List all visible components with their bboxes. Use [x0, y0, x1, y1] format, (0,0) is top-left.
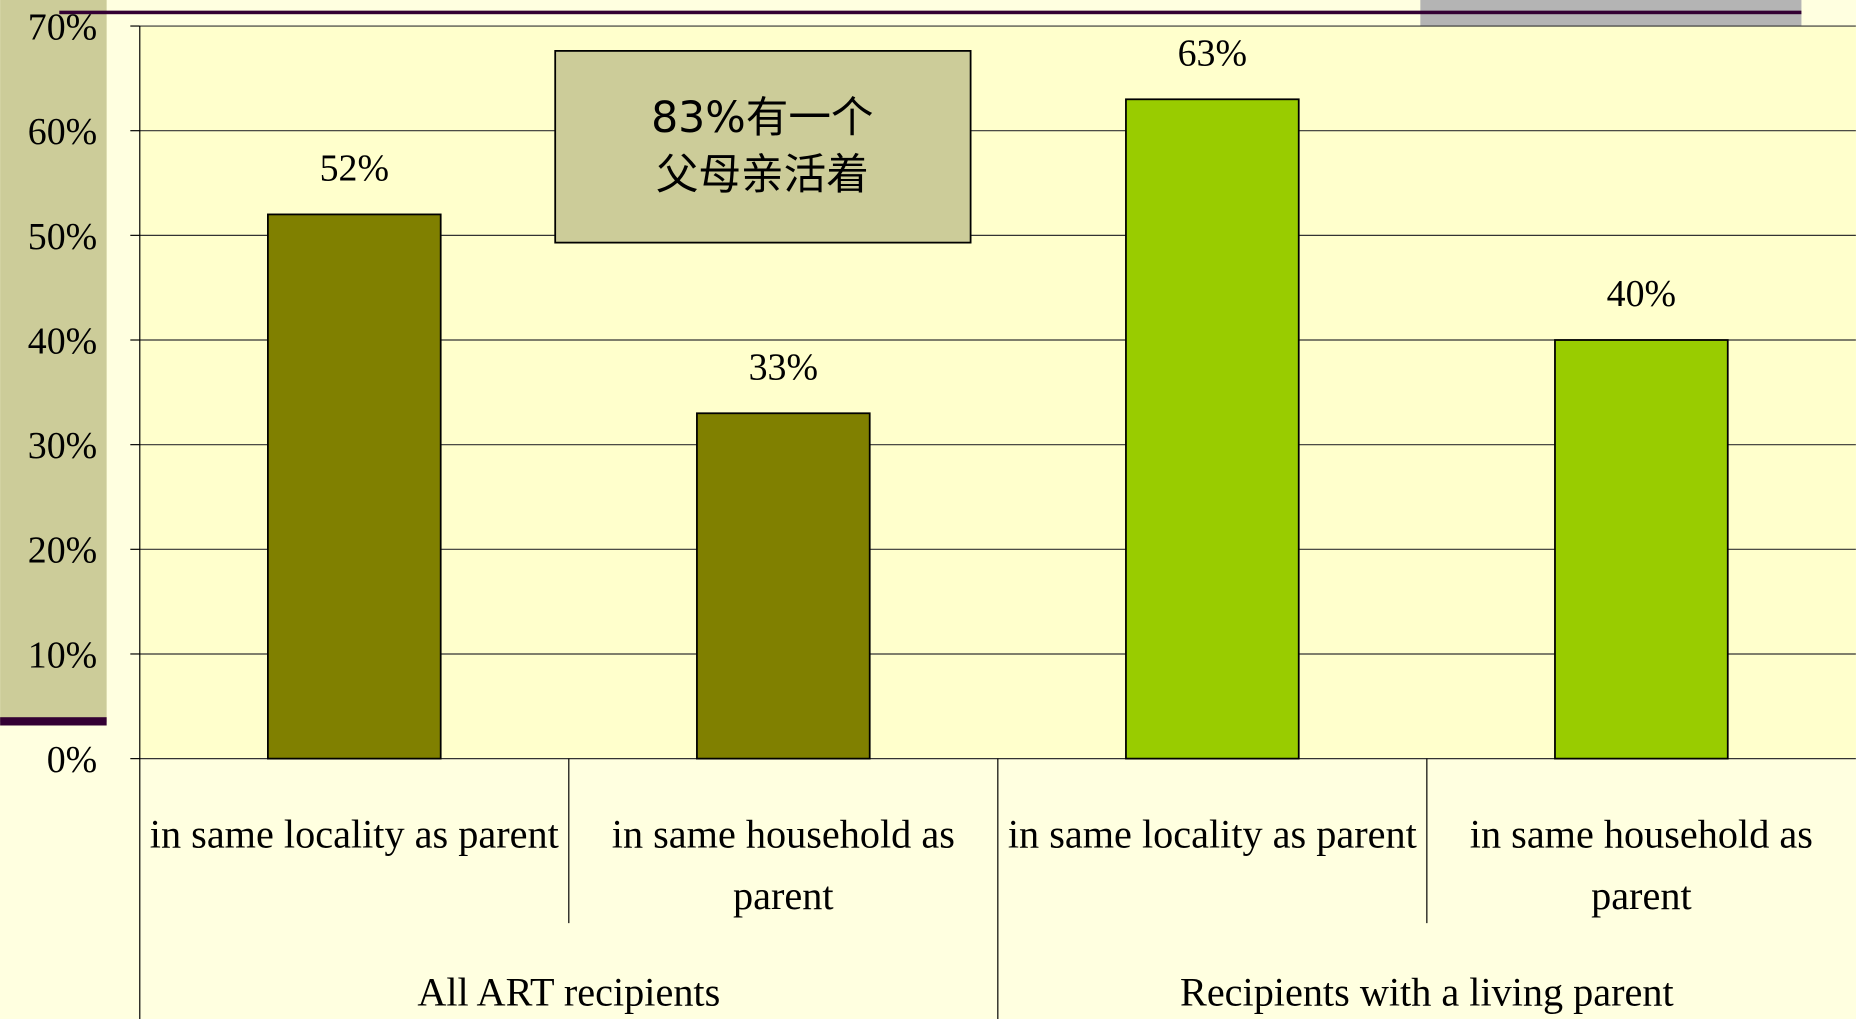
y-tick-label: 50%	[28, 216, 97, 258]
data-label: 63%	[1178, 32, 1247, 74]
side-bar	[0, 717, 107, 726]
y-tick-label: 20%	[28, 530, 97, 572]
x-tick-label-box: in same household as parent	[1469, 813, 1813, 919]
data-label: 40%	[1607, 273, 1676, 315]
y-tick-label: 60%	[28, 111, 97, 153]
bar	[696, 412, 871, 760]
bar	[1125, 98, 1300, 760]
annotation-text: 83%有一个	[651, 93, 873, 143]
x-tick-label: in same locality as parent	[149, 813, 559, 857]
bar	[1554, 339, 1729, 760]
x-tick-label: in same locality as parent	[1007, 813, 1417, 857]
side-strip	[0, 0, 107, 722]
data-label: 33%	[749, 346, 818, 388]
y-tick-label: 70%	[28, 6, 97, 48]
y-tick-label: 0%	[47, 739, 97, 781]
x-tick-label: in same household as parent	[611, 813, 955, 919]
top-line	[59, 10, 1802, 15]
y-tick-label: 30%	[28, 425, 97, 467]
group-label: All ART recipients	[417, 970, 720, 1015]
x-tick-label-box: in same locality as parent	[149, 813, 559, 857]
x-tick-label-box: in same household as parent	[611, 813, 955, 919]
y-tick-label: 40%	[28, 320, 97, 362]
group-label: Recipients with a living parent	[1180, 970, 1674, 1015]
annotation-text: 父母亲活着	[656, 150, 869, 200]
y-tick-label: 10%	[28, 634, 97, 676]
x-tick-label: in same household as parent	[1469, 813, 1813, 919]
data-label: 52%	[320, 147, 389, 189]
annotation-box	[554, 50, 972, 244]
x-tick-label-box: in same locality as parent	[1007, 813, 1417, 857]
bar	[267, 213, 442, 760]
